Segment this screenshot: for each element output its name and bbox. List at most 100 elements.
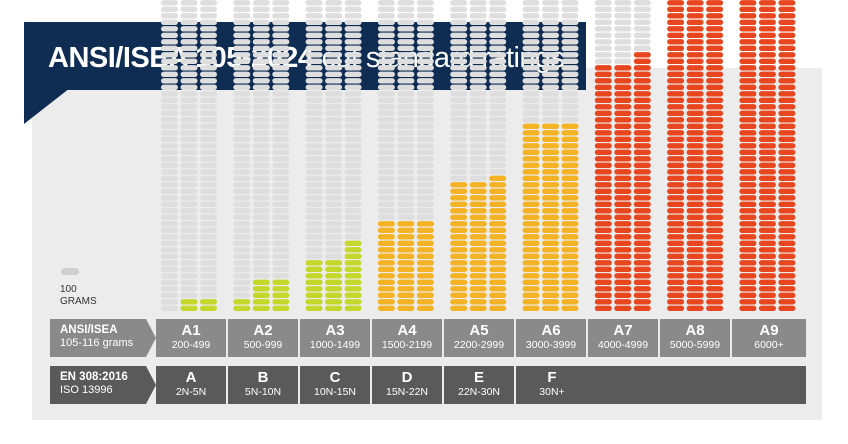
bar-pill-empty [325,6,343,12]
bar-pill-filled [344,266,362,272]
ansi-row-label-line2: 105-116 grams [60,337,134,349]
bar-pill-filled [522,234,540,240]
bar-pill-filled [778,6,796,12]
bar-pill-filled [778,169,796,175]
bar-pill-empty [450,91,468,97]
bar-pill-empty [200,260,217,266]
bar-pill-filled [667,227,685,233]
bar-pill-filled [758,71,776,77]
bar-pill-empty [397,19,415,25]
bar-pill-filled [469,195,487,201]
bar-pill-empty [522,71,540,77]
bar-pill-empty [233,110,251,116]
bar-pill-filled [594,292,612,298]
bar-pill-empty [200,39,217,45]
en-level: D [401,369,413,386]
bar-pill-empty [161,286,178,292]
title-banner-tail [24,88,70,124]
bar-pill-empty [252,201,270,207]
bar-pill-filled [739,273,757,279]
bar-pill-filled [778,266,796,272]
bar-pill-filled [542,162,559,168]
bar-pill-empty [542,91,559,97]
bar-pill-empty [416,45,434,51]
bar-pill-empty [377,91,395,97]
bar-pill-empty [344,117,362,123]
bar-pill-empty [416,0,434,6]
bar-pill-empty [252,45,270,51]
bar-pill-filled [686,143,704,149]
bar-pill-empty [272,214,290,220]
bar-pill-empty [161,6,178,12]
bar-pill-filled [706,182,724,188]
bar-pill-empty [489,32,507,38]
bar-pill-filled [233,305,251,311]
bar-pill-filled [305,286,323,292]
bar-pill-empty [272,175,290,181]
bar-pill-filled [469,260,487,266]
bar-pill-filled [706,201,724,207]
bar-pill-empty [344,143,362,149]
bar-pill-filled [778,286,796,292]
bar-pill-empty [489,136,507,142]
bar-pill-filled [561,208,579,214]
bar-pill-filled [522,214,540,220]
bar-pill-filled [686,136,704,142]
bar-pill-filled [778,182,796,188]
bar-pill-filled [778,45,796,51]
bar-pill-empty [180,156,198,162]
bar-pill-empty [489,58,507,64]
bar-pill-empty [344,65,362,71]
bar-pill-empty [416,52,434,58]
bar-pill-empty [325,136,343,142]
bar-pill-empty [397,32,415,38]
bar-pill-filled [522,305,540,311]
bar-pill-empty [377,195,395,201]
bar-pill-filled [522,182,540,188]
bar-pill-empty [397,149,415,155]
bar-pill-filled [542,260,559,266]
bar-pill-empty [161,175,178,181]
bar-pill-filled [450,299,468,305]
bar-pill-empty [180,240,198,246]
bar-pill-empty [180,26,198,32]
bar-pill-filled [450,286,468,292]
bar-pill-filled [739,123,757,129]
bar-pill-filled [778,208,796,214]
bar-pill-filled [397,286,415,292]
bar-pill-empty [325,110,343,116]
bar-pill-empty [489,0,507,6]
bar-pill-empty [272,182,290,188]
bar-pill-filled [416,273,434,279]
bar-pill-empty [397,123,415,129]
bar-pill-filled [522,169,540,175]
bar-pill-filled [594,240,612,246]
bar-pill-filled [739,266,757,272]
bar-pill-empty [561,0,579,6]
bar-pill-filled [667,117,685,123]
bar-pill-filled [594,156,612,162]
bar-pill-empty [469,136,487,142]
bar-pill-filled [706,84,724,90]
bar-pill-empty [397,97,415,103]
bar-pill-empty [542,117,559,123]
bar-pill-empty [469,97,487,103]
bar-pill-filled [667,292,685,298]
bar-pill-filled [522,253,540,259]
bar-pill-filled [594,201,612,207]
bar-pill-empty [180,286,198,292]
bar-pill-filled [758,104,776,110]
bar-pill-empty [489,13,507,19]
bar-pill-filled [469,279,487,285]
bar-pill-empty [542,19,559,25]
bar-pill-filled [469,227,487,233]
bar-pill-empty [614,58,632,64]
bar-pill-filled [686,195,704,201]
bar-pill-empty [489,39,507,45]
bar-pill-empty [397,26,415,32]
bar-pill-empty [305,65,323,71]
bar-pill-empty [272,130,290,136]
bar-pill-empty [469,110,487,116]
bar-pill-filled [522,130,540,136]
bar-pill-empty [161,247,178,253]
